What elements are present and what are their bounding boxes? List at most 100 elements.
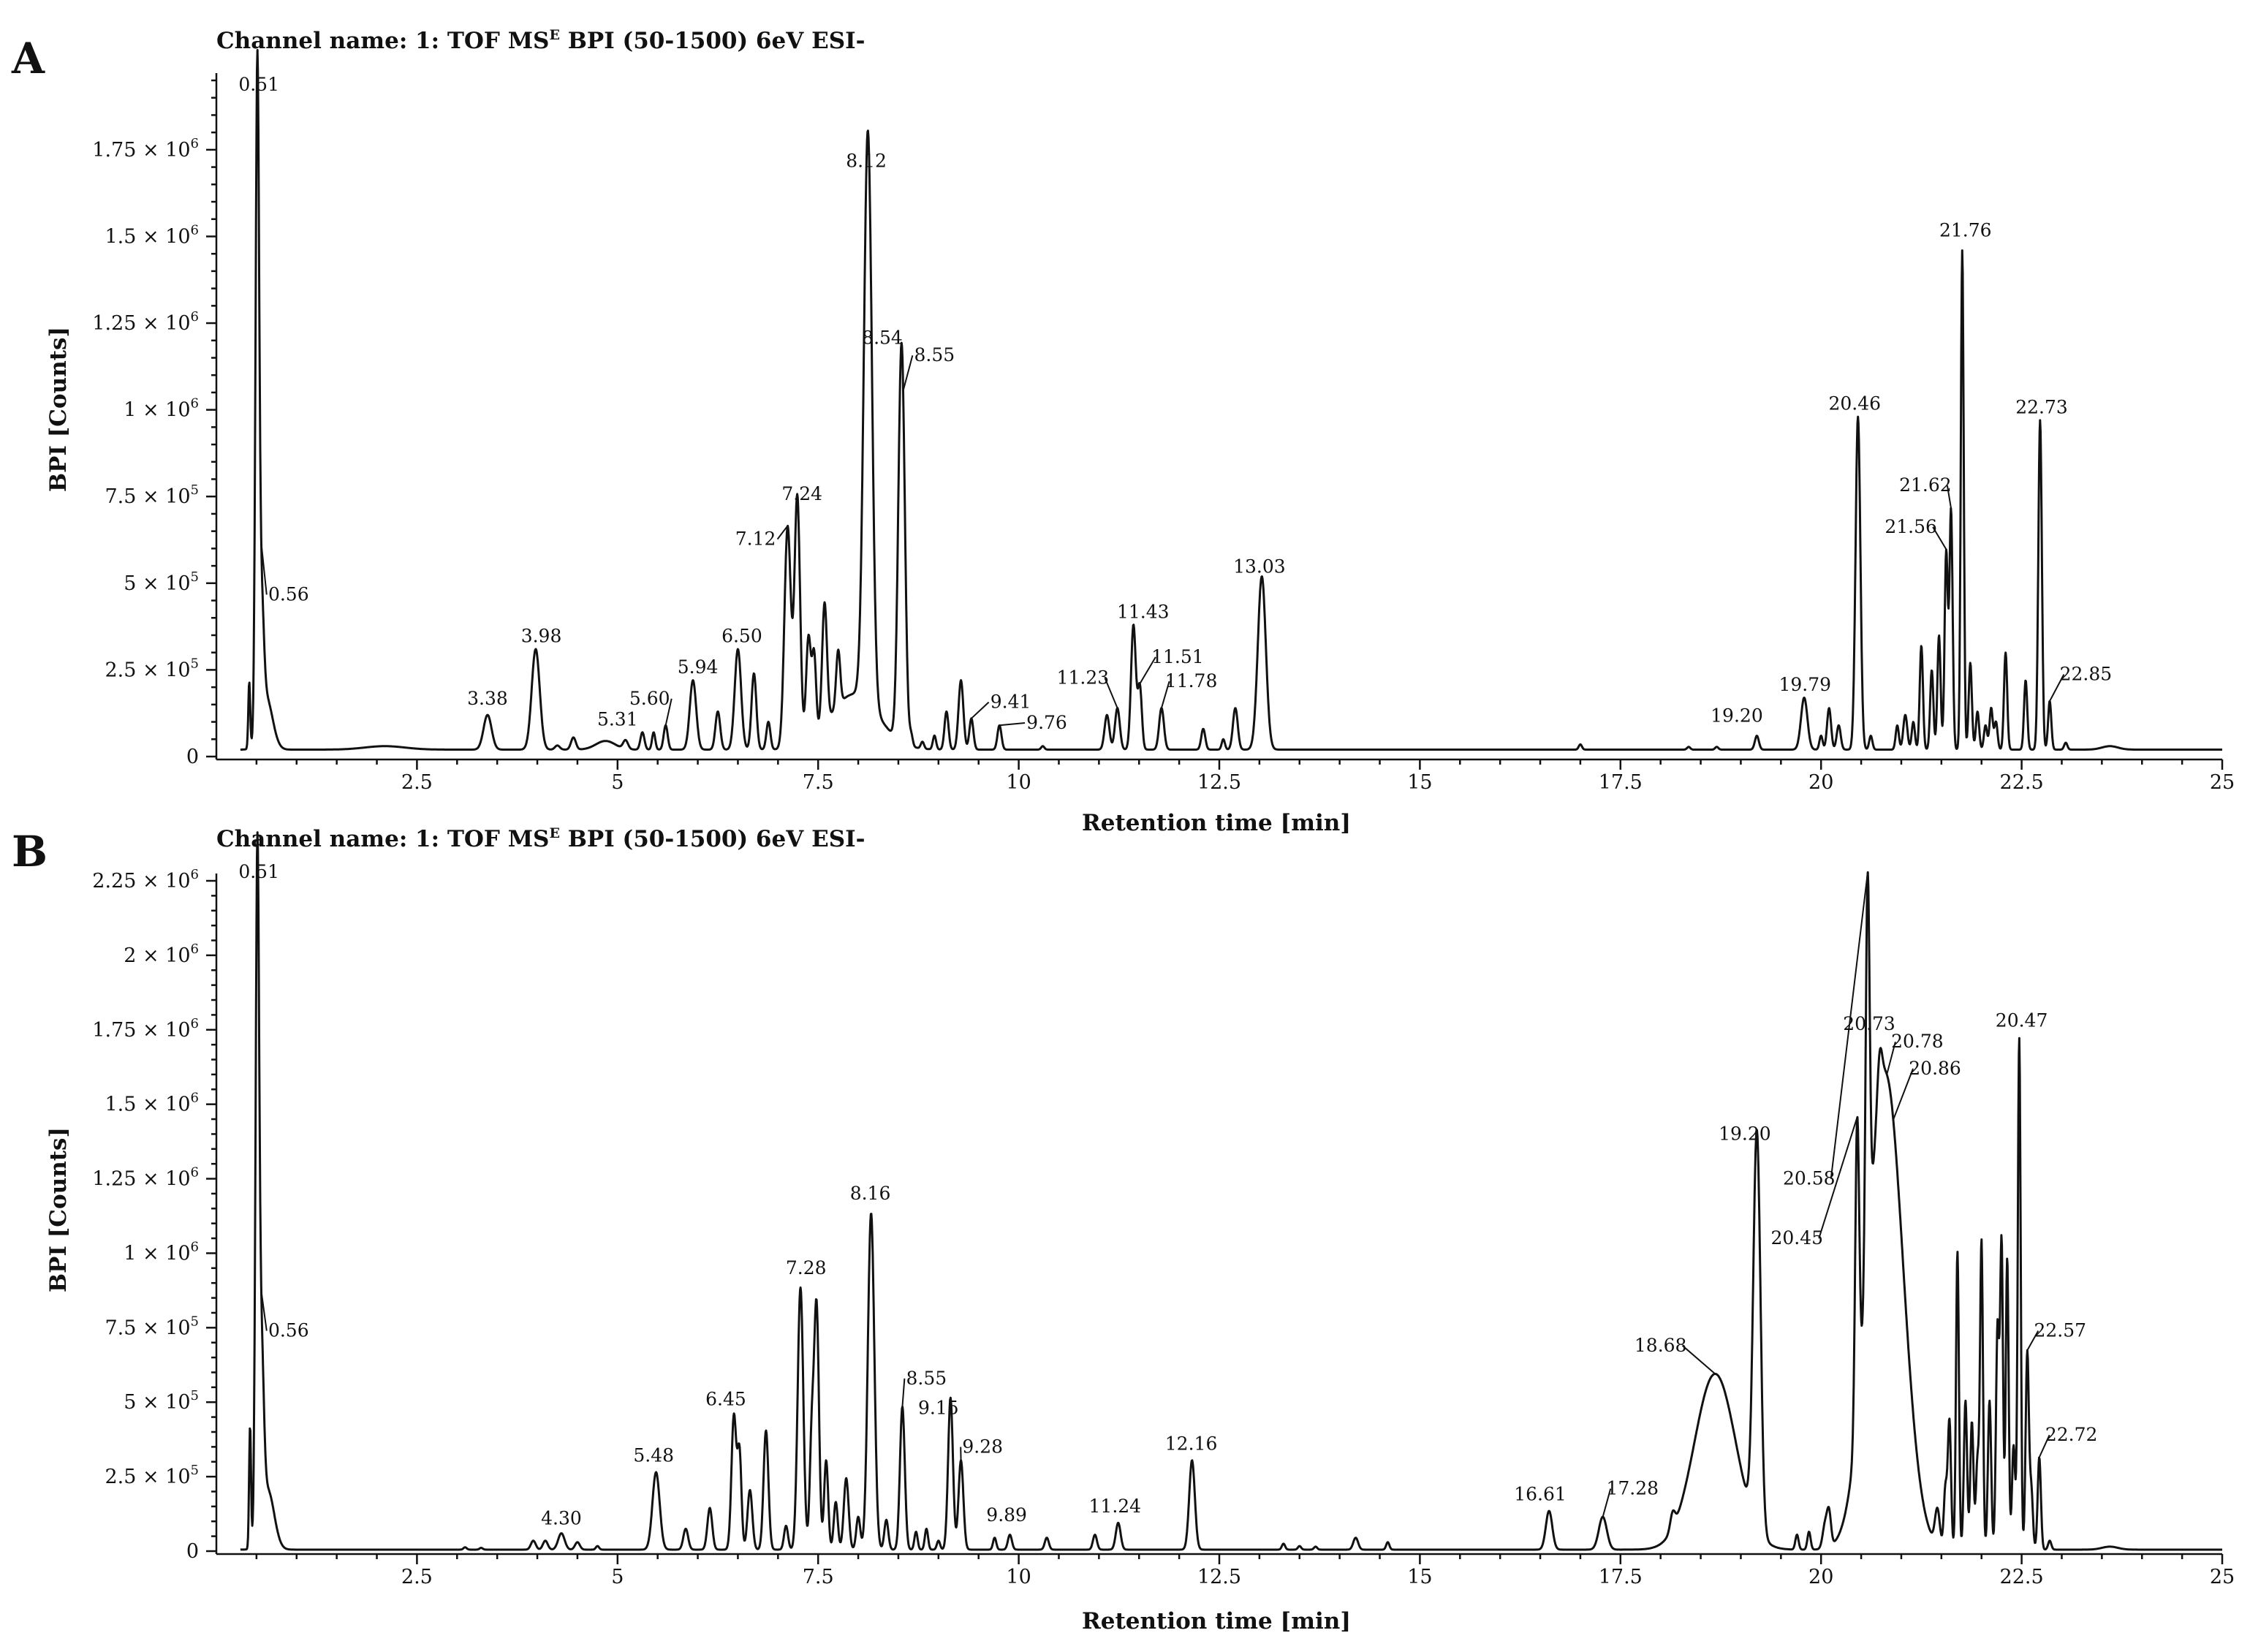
panel-a-peak-label: 22.73 <box>2015 396 2068 417</box>
panel-a-y-tick-label: 1.75 × 106 <box>92 136 199 162</box>
panel-b-peak-label: 20.45 <box>1770 1227 1823 1249</box>
panel-b-peak-label: 20.58 <box>1783 1168 1836 1189</box>
panel-b-peak-label: 19.20 <box>1719 1124 1771 1145</box>
panel-b-y-axis-label: BPI [Counts] <box>45 1127 72 1292</box>
panel-b-peak-leader <box>1602 1488 1612 1518</box>
panel-a-y-tick-label: 5 × 105 <box>124 569 199 595</box>
panel-b-x-tick-label: 2.5 <box>401 1566 433 1588</box>
panel-b-peak-label: 22.57 <box>2034 1320 2086 1341</box>
panel-a-y-tick-label: 0 <box>186 746 199 768</box>
panel-b-peak-label: 0.56 <box>268 1320 309 1341</box>
panel-a-letter: A <box>11 34 45 83</box>
panel-b-peak-label: 8.16 <box>850 1183 891 1204</box>
panel-a-x-tick-label: 25 <box>2210 771 2235 794</box>
panel-a-peak-label: 5.94 <box>678 656 719 678</box>
panel-a-peak-leader <box>664 698 673 726</box>
panel-a-marks: 2.5 5 7.5 10 12.5 15 17.5 20 22.5 25 0 2.5 × 105 5 ×… <box>92 49 2235 794</box>
panel-a-peak-label: 11.78 <box>1165 670 1218 692</box>
panel-b-peak-label: 6.45 <box>705 1388 746 1409</box>
panel-a-peak-leader <box>1932 526 1947 550</box>
panel-b-peak-label: 20.86 <box>1909 1058 1961 1079</box>
panel-b-x-tick-label: 5 <box>611 1566 624 1588</box>
panel-a-x-axis-label: Retention time [min] <box>1082 810 1351 836</box>
panel-a-y-tick-label: 2.5 × 105 <box>105 656 199 681</box>
panel-a-peak-label: 21.76 <box>1939 219 1992 240</box>
panel-b-y-tick-label: 1.25 × 106 <box>92 1165 199 1191</box>
panel-b-peak-leader <box>1886 1041 1896 1075</box>
panel-a-peak-label: 8.12 <box>846 151 887 172</box>
panel-a-y-tick-label: 1.25 × 106 <box>92 309 199 335</box>
panel-b-peak-leader <box>2038 1434 2050 1458</box>
panel-b-peak-label: 20.47 <box>1996 1010 2048 1031</box>
panel-b-peak-label: 20.73 <box>1843 1013 1895 1034</box>
panel-b-marks: 2.5 5 7.5 10 12.5 15 17.5 20 22.5 25 0 2.5 × 105 5 ×… <box>92 831 2235 1588</box>
panel-a-x-tick-label: 17.5 <box>1599 771 1643 794</box>
panel-b-peak-label: 9.15 <box>918 1398 959 1419</box>
panel-b-peak-label: 9.28 <box>962 1436 1003 1458</box>
panel-a-x-tick-label: 22.5 <box>2000 771 2044 794</box>
panel-b-y-tick-label: 1.75 × 106 <box>92 1016 199 1042</box>
panel-a-peak-label: 8.54 <box>862 327 903 349</box>
panel-a-x-tick-label: 2.5 <box>401 771 433 794</box>
panel-b-peak-label: 5.48 <box>633 1445 674 1466</box>
panel-a-peak-label: 6.50 <box>721 625 762 646</box>
panel-b-y-tick-label: 1 × 106 <box>124 1239 199 1265</box>
panel-a-peak-label: 11.51 <box>1151 646 1204 667</box>
panel-b-peak-leader <box>260 1291 268 1331</box>
panel-b-peak-label: 4.30 <box>541 1507 582 1528</box>
panel-b-peak-leader <box>2026 1330 2039 1351</box>
panel-a-peak-leader <box>999 722 1026 727</box>
panel-a-peak-label: 8.55 <box>914 344 955 365</box>
panel-b-chart: B Channel name: 1: TOF MSE BPI (50-1500)… <box>12 825 2235 1634</box>
panel-b-peak-leader <box>901 1378 906 1407</box>
panel-a-peak-leader <box>1946 485 1952 509</box>
panel-b-y-tick-label: 5 × 105 <box>124 1388 199 1414</box>
panel-b-x-axis-label: Retention time [min] <box>1082 1608 1351 1634</box>
panel-b-x-tick-label: 25 <box>2210 1566 2235 1588</box>
panel-a-y-axis-label: BPI [Counts] <box>45 327 72 492</box>
panel-a-peak-leader <box>1104 677 1118 708</box>
panel-b-y-tick-label: 2.5 × 105 <box>105 1463 199 1488</box>
panel-a-peak-label: 19.20 <box>1711 705 1763 727</box>
panel-b-bpi-trace <box>240 831 2223 1551</box>
panel-b-channel-title: Channel name: 1: TOF MSE BPI (50-1500) 6… <box>216 825 865 852</box>
panel-a-peak-label: 3.38 <box>467 688 508 709</box>
panel-a-peak-label: 22.85 <box>2060 664 2113 685</box>
panel-b-y-tick-label: 7.5 × 105 <box>105 1314 199 1339</box>
panel-b-peak-label: 0.51 <box>238 861 279 882</box>
panel-b-y-tick-label: 1.5 × 106 <box>105 1091 199 1116</box>
panel-b-peak-label: 8.55 <box>906 1368 947 1389</box>
panel-a-peak-label: 7.24 <box>781 483 822 504</box>
panel-a-peak-label: 11.23 <box>1057 667 1110 688</box>
panel-a-peak-label: 5.60 <box>629 688 670 709</box>
panel-b-peak-label: 9.89 <box>986 1504 1027 1526</box>
panel-b-peak-label: 22.72 <box>2045 1424 2098 1445</box>
panel-b-peak-label: 16.61 <box>1514 1484 1567 1505</box>
panel-a-peak-leader <box>260 543 268 595</box>
panel-b-peak-label: 12.16 <box>1165 1433 1218 1454</box>
panel-a-peak-label: 9.76 <box>1026 712 1067 733</box>
panel-a-peak-label: 9.41 <box>990 692 1031 713</box>
panel-a-channel-title: Channel name: 1: TOF MSE BPI (50-1500) 6… <box>216 27 865 54</box>
panel-b-peak-label: 17.28 <box>1606 1478 1659 1499</box>
panel-b-x-tick-label: 10 <box>1006 1566 1031 1588</box>
panel-b-peak-label: 18.68 <box>1635 1335 1687 1356</box>
panel-a-x-tick-label: 20 <box>1808 771 1833 794</box>
panel-a-y-tick-label: 1.5 × 106 <box>105 222 199 248</box>
panel-a-y-tick-label: 1 × 106 <box>124 396 199 422</box>
panel-a-peak-leader <box>1139 656 1156 684</box>
panel-b-peak-label: 7.28 <box>786 1257 827 1278</box>
panel-b-x-tick-label: 20 <box>1808 1566 1833 1588</box>
panel-b-peak-leader <box>1893 1068 1914 1121</box>
panel-a-x-tick-label: 7.5 <box>803 771 834 794</box>
panel-a-peak-label: 3.98 <box>521 625 562 646</box>
panel-a-peak-label: 5.31 <box>597 708 638 730</box>
panel-b-peak-label: 11.24 <box>1089 1496 1142 1517</box>
panel-b-y-tick-label: 0 <box>186 1540 199 1563</box>
panel-a-peak-leader <box>1161 681 1170 708</box>
panel-a-bpi-trace <box>240 49 2223 751</box>
panel-b-x-tick-label: 7.5 <box>803 1566 834 1588</box>
panel-a-x-tick-label: 12.5 <box>1197 771 1241 794</box>
panel-a-peak-label: 11.43 <box>1117 601 1170 622</box>
